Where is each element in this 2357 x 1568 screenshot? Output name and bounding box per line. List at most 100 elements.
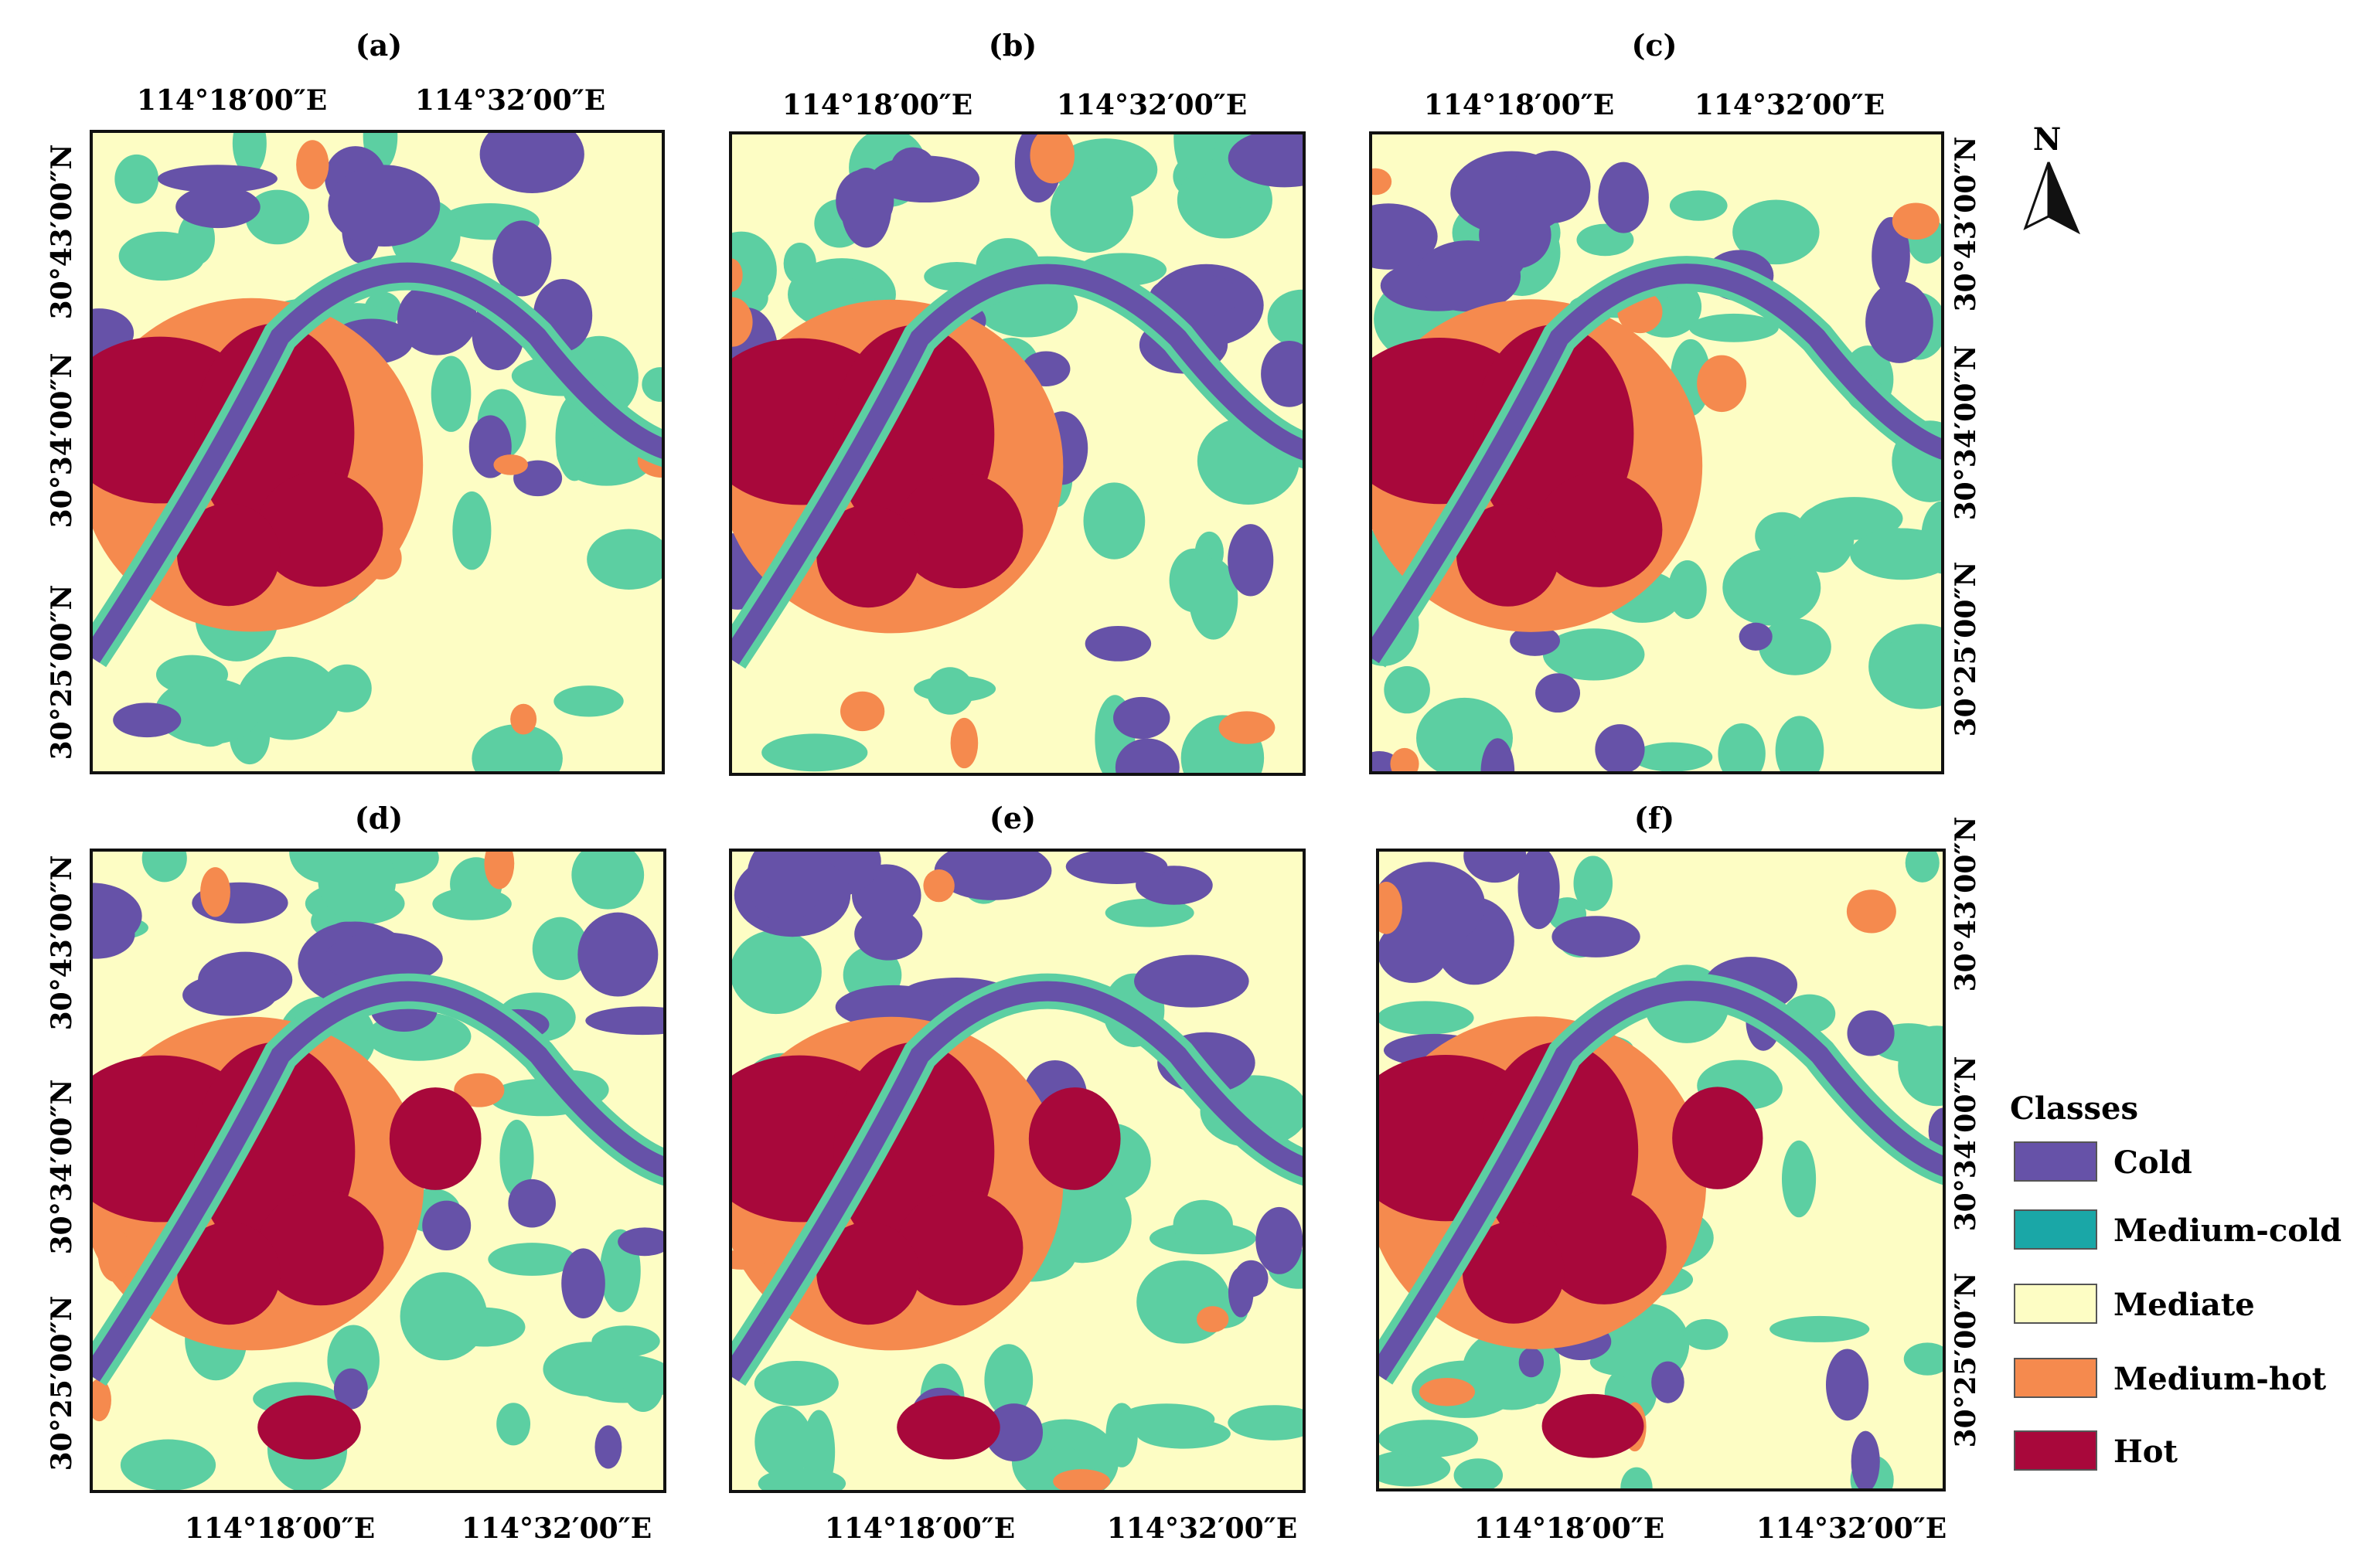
class-patch bbox=[1261, 340, 1304, 407]
class-patch bbox=[1651, 1361, 1684, 1403]
classified-map bbox=[91, 131, 663, 773]
class-patch bbox=[840, 168, 892, 248]
class-patch bbox=[1173, 1199, 1233, 1249]
legend-item-medium-hot: Medium-hot bbox=[2014, 1358, 2327, 1398]
class-patch bbox=[1921, 501, 1943, 574]
north-label: N bbox=[2033, 121, 2062, 158]
class-patch bbox=[1228, 1405, 1304, 1440]
lat-label: 30°34′00″N bbox=[1950, 345, 1982, 521]
class-patch bbox=[816, 1222, 920, 1325]
class-patch bbox=[389, 1087, 482, 1190]
class-patch bbox=[1542, 628, 1645, 681]
river bbox=[91, 981, 665, 1382]
class-patch bbox=[97, 1229, 132, 1282]
lon-label: 114°32′00″E bbox=[1107, 1512, 1297, 1545]
class-patch bbox=[472, 724, 563, 773]
class-patch bbox=[758, 1468, 846, 1491]
lat-label: 30°43′00″N bbox=[46, 145, 78, 320]
class-patch bbox=[754, 1405, 813, 1478]
classified-map bbox=[91, 850, 665, 1491]
class-patch bbox=[1456, 504, 1560, 607]
class-patch bbox=[1847, 1010, 1895, 1056]
class-patch bbox=[175, 185, 261, 229]
class-patch bbox=[1065, 850, 1168, 884]
class-patch bbox=[594, 1425, 622, 1469]
class-patch bbox=[747, 850, 824, 923]
river bbox=[731, 981, 1304, 1382]
panel-label: (a) bbox=[356, 28, 403, 63]
class-patch bbox=[761, 733, 868, 772]
class-patch bbox=[113, 702, 182, 738]
class-patch bbox=[950, 717, 979, 769]
map-frame bbox=[1369, 131, 1944, 774]
river bbox=[731, 264, 1304, 665]
class-patch bbox=[324, 932, 443, 986]
class-patch bbox=[1462, 1221, 1565, 1324]
map-frame bbox=[90, 130, 665, 774]
class-patch bbox=[1196, 1306, 1229, 1333]
class-patch bbox=[1905, 850, 1940, 883]
class-patch bbox=[854, 907, 923, 961]
map-frame bbox=[729, 849, 1306, 1493]
river bbox=[91, 262, 663, 663]
class-patch bbox=[897, 472, 1024, 589]
class-patch bbox=[1620, 1467, 1653, 1490]
map-panel-b: (b) 114°18′00″E 114°32′00″E bbox=[729, 28, 1306, 776]
class-patch bbox=[1536, 471, 1663, 587]
class-patch bbox=[1105, 898, 1194, 927]
class-patch bbox=[318, 850, 397, 922]
class-patch bbox=[1825, 1349, 1869, 1421]
class-patch bbox=[555, 394, 594, 481]
lon-label: 114°18′00″E bbox=[1474, 1512, 1664, 1545]
class-patch bbox=[1872, 216, 1910, 296]
legend-swatch bbox=[2014, 1358, 2097, 1398]
class-patch bbox=[1892, 202, 1940, 240]
class-patch bbox=[934, 850, 1052, 900]
class-patch bbox=[1518, 1347, 1545, 1378]
class-patch bbox=[1050, 168, 1133, 253]
panel-label: (b) bbox=[989, 28, 1037, 63]
class-patch bbox=[1419, 1378, 1475, 1406]
class-patch bbox=[328, 165, 441, 247]
class-patch bbox=[1028, 1087, 1121, 1190]
class-patch bbox=[1722, 549, 1821, 626]
map-frame bbox=[1376, 849, 1946, 1491]
class-patch bbox=[1573, 855, 1613, 911]
class-patch bbox=[618, 1227, 665, 1257]
class-patch bbox=[1384, 665, 1430, 714]
lon-label: 114°18′00″E bbox=[782, 89, 972, 121]
class-patch bbox=[1115, 738, 1180, 774]
class-patch bbox=[1030, 133, 1075, 184]
class-patch bbox=[984, 1344, 1034, 1417]
class-patch bbox=[561, 1248, 605, 1319]
class-patch bbox=[1255, 1206, 1303, 1274]
class-patch bbox=[400, 1272, 488, 1361]
class-patch bbox=[1759, 618, 1831, 675]
class-patch bbox=[484, 850, 515, 889]
class-patch bbox=[1669, 190, 1728, 221]
legend-item-label: Cold bbox=[2113, 1145, 2192, 1181]
class-patch bbox=[926, 667, 974, 715]
class-patch bbox=[1407, 930, 1447, 974]
class-patch bbox=[1851, 1430, 1880, 1490]
lat-label: 30°25′00″N bbox=[46, 1296, 78, 1471]
class-patch bbox=[1228, 524, 1274, 597]
class-patch bbox=[177, 503, 281, 607]
class-patch bbox=[897, 1189, 1024, 1306]
class-patch bbox=[1865, 281, 1933, 363]
class-patch bbox=[731, 231, 777, 310]
lat-label: 30°25′00″N bbox=[1950, 1273, 1982, 1448]
class-patch bbox=[1085, 625, 1152, 662]
lon-label: 114°32′00″E bbox=[1695, 89, 1885, 121]
lon-label: 114°32′00″E bbox=[1057, 89, 1247, 121]
lat-label: 30°25′00″N bbox=[46, 585, 78, 760]
class-patch bbox=[1378, 882, 1402, 934]
river bbox=[1378, 981, 1944, 1381]
class-patch bbox=[1267, 289, 1304, 349]
class-patch bbox=[1480, 738, 1515, 773]
class-patch bbox=[157, 165, 278, 193]
class-patch bbox=[754, 1360, 839, 1406]
class-patch bbox=[1378, 1450, 1451, 1487]
north-arrow-left-half bbox=[2023, 162, 2050, 231]
